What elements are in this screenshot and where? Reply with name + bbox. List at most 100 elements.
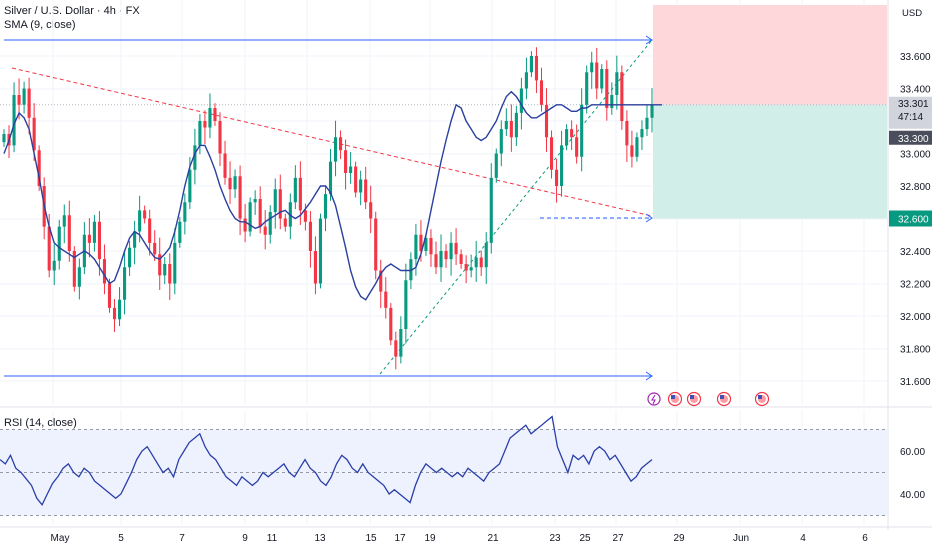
- candle-body: [504, 121, 508, 130]
- sma-legend[interactable]: SMA (9, close): [4, 19, 76, 31]
- candle-body: [208, 108, 212, 128]
- candle-body: [484, 242, 488, 268]
- chart-title: Silver / U.S. Dollar · 4h · FX: [4, 5, 140, 17]
- candle-body: [640, 129, 644, 138]
- candle-body: [374, 218, 378, 271]
- sma-series: [3, 90, 662, 301]
- candle-body: [2, 134, 6, 143]
- candle-body: [489, 177, 493, 243]
- y-tick-label: 31.600: [900, 377, 931, 388]
- arrow-head: [645, 371, 653, 381]
- candle-body: [364, 179, 368, 203]
- x-tick-label: 19: [424, 533, 436, 544]
- candle-body: [534, 56, 539, 81]
- candle-body: [394, 340, 398, 357]
- candle-body: [379, 270, 383, 292]
- candle-body: [22, 88, 26, 105]
- candle-body: [72, 251, 76, 287]
- candle-body: [645, 117, 649, 130]
- flag-canton: [720, 395, 724, 399]
- candle-body: [117, 299, 122, 320]
- candle-body: [333, 137, 338, 162]
- candle-body: [635, 137, 639, 157]
- candle-body: [570, 129, 574, 138]
- event-icons[interactable]: [647, 391, 770, 407]
- candle-body: [218, 121, 222, 154]
- candle-body: [595, 62, 599, 89]
- candle-body: [389, 307, 393, 341]
- candle-body: [27, 88, 31, 118]
- candle-body: [344, 150, 348, 173]
- candle-body: [449, 242, 453, 260]
- candle-body: [303, 210, 307, 222]
- candle-body: [183, 202, 187, 222]
- y-tick-label: 33.000: [900, 150, 931, 161]
- candle-body: [268, 212, 272, 235]
- flash-event-icon: [647, 392, 661, 406]
- candle-body: [263, 226, 267, 235]
- rsi-tick-label: 40.00: [900, 490, 925, 501]
- candle-body: [509, 121, 513, 138]
- candle-body: [328, 161, 333, 195]
- x-tick-label: 11: [267, 533, 278, 544]
- candle-body: [444, 251, 448, 260]
- candle-body: [238, 176, 242, 219]
- candle-body: [198, 121, 202, 146]
- candle-body: [354, 166, 358, 193]
- x-tick-label: 13: [314, 533, 326, 544]
- candle-body: [424, 238, 428, 251]
- candle-body: [248, 202, 252, 232]
- y-tick-label: 33.400: [900, 85, 931, 96]
- candle-body: [313, 251, 317, 284]
- candle-body: [318, 218, 323, 284]
- candle-body: [555, 169, 559, 186]
- candle-body: [163, 264, 167, 276]
- candle-body: [123, 267, 127, 300]
- candle-body: [399, 329, 403, 357]
- candle-body: [233, 176, 237, 190]
- candle-body: [228, 177, 232, 190]
- candle-body: [253, 199, 257, 203]
- x-tick-label: 9: [242, 533, 248, 544]
- candle-body: [133, 231, 137, 248]
- candle-body: [529, 56, 533, 73]
- candle-body: [630, 145, 634, 157]
- candle-body: [610, 95, 614, 108]
- candle-body: [213, 108, 217, 121]
- candle-body: [369, 202, 373, 219]
- x-tick-label: 6: [862, 533, 868, 544]
- candle-body: [112, 307, 117, 320]
- candle-body: [349, 166, 353, 173]
- candle-body: [469, 267, 473, 271]
- rsi-legend[interactable]: RSI (14, close): [4, 417, 77, 429]
- candle-body: [519, 88, 523, 113]
- price-badge-bg: [889, 96, 932, 129]
- flag-canton: [758, 395, 762, 399]
- x-tick-label: 4: [800, 533, 806, 544]
- candle-body: [620, 72, 624, 121]
- rsi-panel: [0, 415, 888, 516]
- entry-level-label: 33.300: [898, 134, 929, 145]
- candle-body: [429, 238, 433, 255]
- candle-body: [87, 234, 91, 243]
- candle-body: [454, 242, 458, 255]
- target-level-label: 32.600: [898, 215, 929, 226]
- arrow-head: [645, 35, 653, 45]
- candle-body: [549, 137, 554, 170]
- candle-body: [590, 62, 594, 73]
- x-tick-label: 25: [579, 533, 591, 544]
- y-tick-label: 33.600: [900, 52, 931, 63]
- currency-label: USD: [902, 8, 923, 19]
- candle-body: [12, 95, 16, 146]
- candle-body: [575, 137, 579, 157]
- x-tick-label: 7: [179, 533, 185, 544]
- time-axis[interactable]: May 5 7 9 11 13 15 17 19 21 23 25 27 29 Jun 4 6: [51, 533, 869, 544]
- x-tick-label: 29: [673, 533, 685, 544]
- candle-body: [278, 189, 282, 219]
- price-badges: 33.301 47:14 33.300 32.600: [889, 96, 932, 227]
- candle-body: [580, 104, 584, 157]
- rsi-tick-label: 60.00: [900, 447, 925, 458]
- candle-body: [273, 189, 277, 212]
- level-badge-bg: [889, 130, 932, 145]
